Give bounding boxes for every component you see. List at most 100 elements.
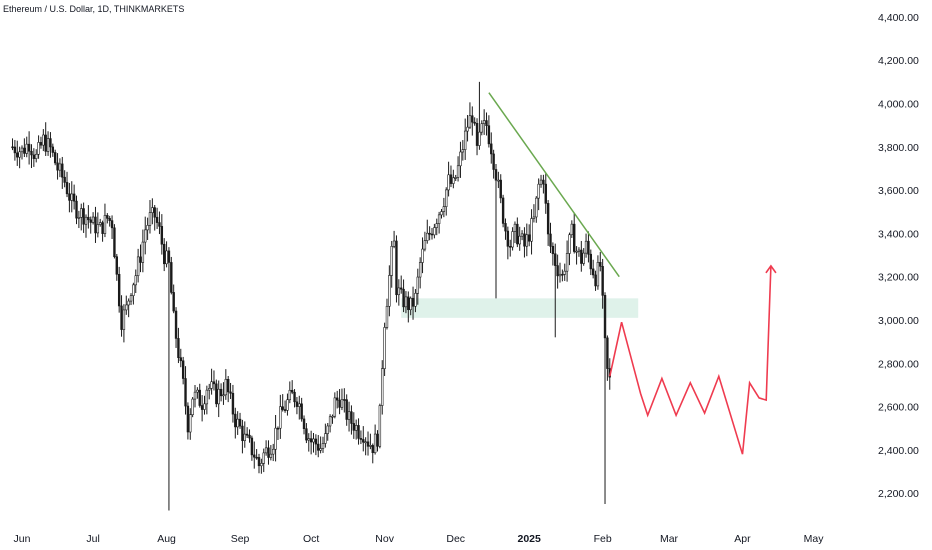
candle-body (196, 389, 199, 393)
candle-body (331, 415, 334, 418)
candle-body (539, 179, 543, 185)
candle-body (250, 437, 254, 456)
candle-body (146, 225, 149, 231)
candle-body (35, 153, 38, 159)
candle-body (440, 211, 443, 216)
candle-body (200, 405, 204, 410)
candle-body (96, 224, 100, 234)
candle-body (51, 146, 55, 153)
candle-body (362, 439, 365, 443)
candle-body (163, 243, 166, 265)
candle-body (381, 368, 384, 406)
candle-body (222, 394, 225, 397)
candle-body (61, 163, 64, 178)
candle-body (229, 391, 232, 394)
candle-body (490, 143, 493, 155)
candle-body (136, 256, 140, 277)
x-tick-label: Nov (375, 533, 394, 545)
candle-body (596, 262, 600, 287)
candle-body (480, 123, 483, 133)
candle-body (449, 174, 453, 184)
candle-body (179, 357, 182, 362)
candle-body (445, 189, 448, 207)
candle-body (295, 401, 299, 407)
candle-body (274, 427, 277, 450)
candle-body (409, 297, 412, 311)
candle-body (430, 233, 434, 236)
candle-body (459, 151, 462, 167)
candle-body (113, 227, 116, 258)
candle-body (127, 300, 130, 306)
candle-body (354, 425, 358, 431)
candle-body (504, 223, 507, 232)
candle-body (167, 250, 171, 263)
candle-body (435, 223, 438, 228)
candle-body (532, 216, 536, 219)
candle-body (376, 433, 379, 447)
candle-body (509, 246, 512, 248)
candle-body (570, 223, 574, 236)
candle-body (208, 388, 211, 391)
candle-body (364, 441, 367, 444)
x-tick-label: Jun (14, 533, 31, 545)
candle-body (461, 149, 465, 153)
candle-body (494, 169, 498, 181)
candle-body (383, 327, 386, 369)
candle-body (437, 214, 441, 224)
candle-body (516, 223, 519, 245)
candle-body (478, 131, 481, 146)
candle-body (390, 245, 393, 276)
y-tick-label: 4,200.00 (878, 55, 919, 67)
support-zone (401, 298, 639, 318)
candle-body (203, 403, 206, 410)
candle-body (589, 253, 593, 270)
candle-body (181, 360, 185, 379)
candle-body (189, 414, 192, 433)
candle-body (165, 250, 168, 265)
candle-body (257, 457, 261, 467)
candle-body (499, 179, 502, 199)
candle-body (397, 287, 401, 296)
candle-body (30, 150, 33, 156)
x-axis: Jun Jul Aug Sep Oct Nov Dec 2025 Feb Mar Apr May (14, 533, 825, 545)
candle-body (577, 249, 581, 252)
candle-body (236, 418, 239, 428)
candle-body (407, 296, 410, 311)
x-tick-label: Dec (446, 533, 465, 545)
candle-body (101, 222, 104, 234)
candle-body (544, 183, 547, 204)
candle-body (16, 152, 19, 158)
x-tick-label: Sep (231, 533, 250, 545)
candle-body (170, 262, 173, 293)
candle-body (554, 253, 557, 266)
candle-body (305, 428, 308, 441)
candle-body (561, 273, 564, 276)
candle-body (103, 215, 107, 234)
candle-body (300, 403, 303, 420)
candle-body (603, 295, 607, 339)
x-tick-label: May (804, 533, 825, 545)
candle-body (65, 182, 69, 195)
candle-body (279, 406, 282, 429)
candle-body (53, 152, 57, 164)
candle-body (193, 391, 197, 400)
candle-body (89, 219, 92, 223)
candle-body (141, 241, 145, 263)
projection-arrowhead (765, 264, 777, 274)
candle-body (94, 216, 97, 234)
candle-body (328, 416, 332, 427)
candle-body (388, 275, 391, 307)
candle-body (601, 266, 604, 296)
y-tick-label: 3,000.00 (878, 315, 919, 327)
candle-body (110, 220, 114, 229)
candle-body (139, 256, 142, 263)
candle-body (454, 177, 457, 179)
candle-body (350, 411, 353, 424)
candle-body (442, 206, 446, 212)
candle-body (132, 284, 135, 296)
candle-body (248, 434, 251, 439)
candle-body (215, 383, 218, 405)
candle-body (281, 406, 284, 410)
candle-body (255, 456, 258, 459)
candle-body (321, 443, 325, 449)
